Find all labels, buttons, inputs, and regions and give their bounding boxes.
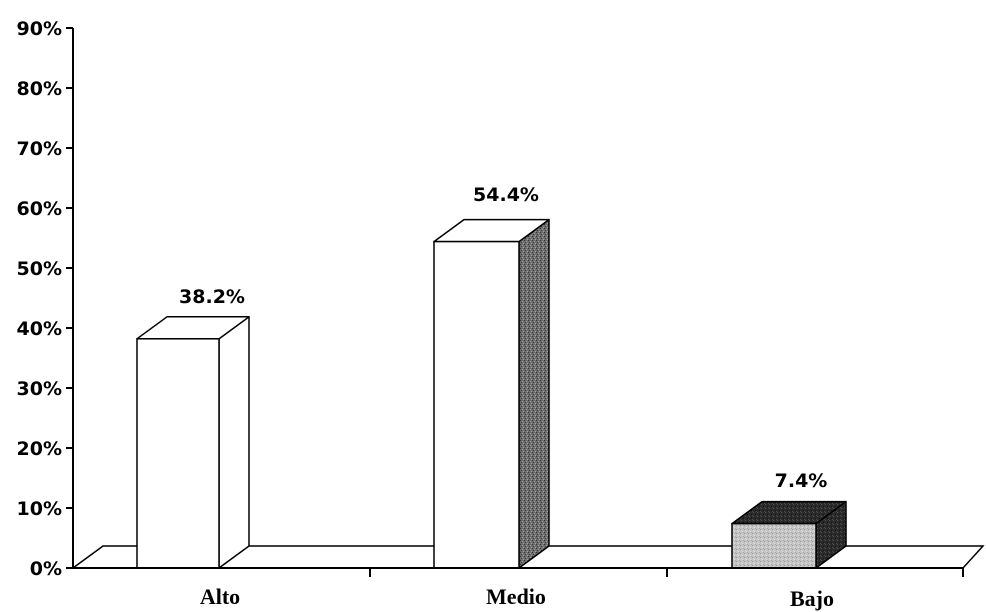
- y-tick-label-60: 60%: [17, 198, 62, 220]
- bars: [136, 218, 847, 569]
- value-label-bajo: 7.4%: [775, 470, 828, 492]
- y-tick-label-10: 10%: [17, 498, 62, 520]
- y-tick-label-0: 0%: [30, 558, 62, 580]
- bar-bajo: [731, 522, 817, 569]
- y-tick-label-30: 30%: [17, 378, 62, 400]
- value-label-alto: 38.2%: [179, 286, 245, 308]
- value-label-medio: 54.4%: [473, 184, 539, 206]
- y-tick-label-50: 50%: [17, 258, 62, 280]
- bar-medio: [433, 240, 520, 569]
- bar-alto: [136, 338, 220, 569]
- y-tick-label-90: 90%: [17, 18, 62, 40]
- category-label-alto: Alto: [200, 584, 240, 609]
- y-tick-label-70: 70%: [17, 138, 62, 160]
- category-label-bajo: Bajo: [790, 586, 834, 611]
- y-tick-label-20: 20%: [17, 438, 62, 460]
- x-axis-ticks: [369, 568, 964, 577]
- y-tick-label-40: 40%: [17, 318, 62, 340]
- category-label-medio: Medio: [486, 584, 546, 609]
- bar-side-medio: [518, 218, 550, 569]
- bar-side-alto: [218, 316, 250, 569]
- y-axis-ticks: 0% 10% 20% 30% 40% 50% 60% 70% 80% 90%: [17, 18, 73, 580]
- y-tick-label-80: 80%: [17, 78, 62, 100]
